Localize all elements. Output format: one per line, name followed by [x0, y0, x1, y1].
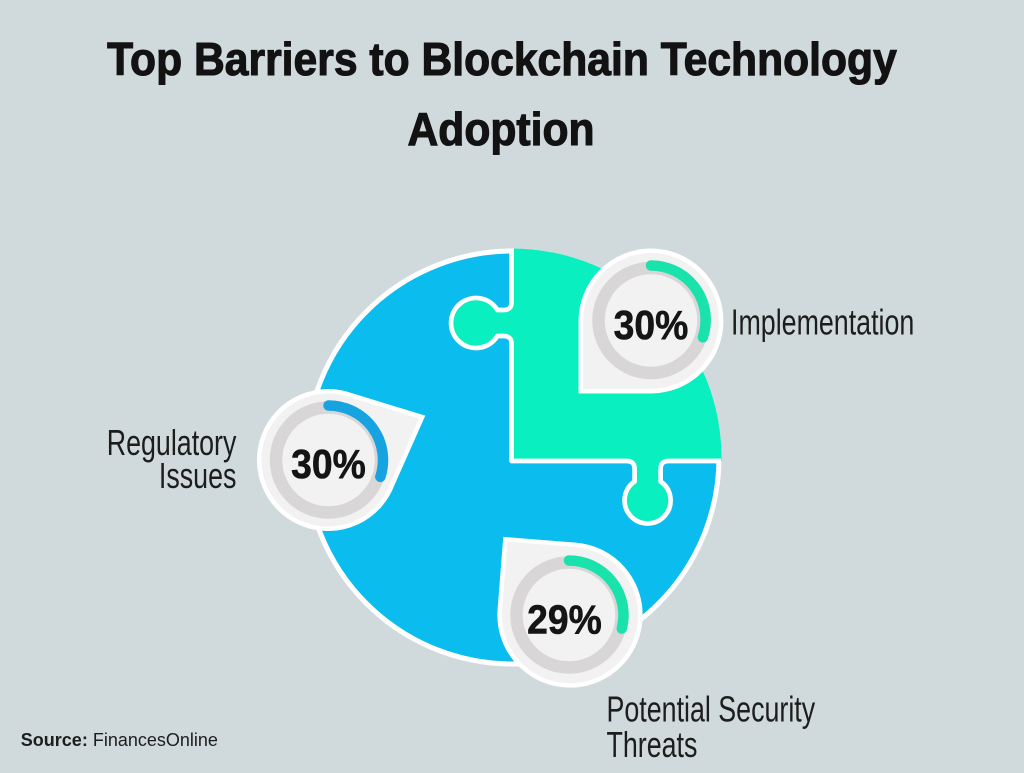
svg-text:Implementation: Implementation: [731, 302, 914, 343]
svg-text:Potential Security: Potential Security: [607, 689, 816, 730]
svg-text:Threats: Threats: [607, 724, 698, 765]
svg-text:Regulatory: Regulatory: [107, 422, 237, 463]
svg-text:Issues: Issues: [159, 455, 236, 496]
svg-text:30%: 30%: [614, 303, 689, 348]
svg-text:Adoption: Adoption: [407, 104, 594, 155]
svg-text:30%: 30%: [291, 442, 366, 487]
svg-text:29%: 29%: [527, 598, 602, 643]
svg-text:Source: FinancesOnline: Source: FinancesOnline: [21, 730, 218, 750]
svg-text:Top Barriers to Blockchain Tec: Top Barriers to Blockchain Technology: [107, 34, 897, 85]
